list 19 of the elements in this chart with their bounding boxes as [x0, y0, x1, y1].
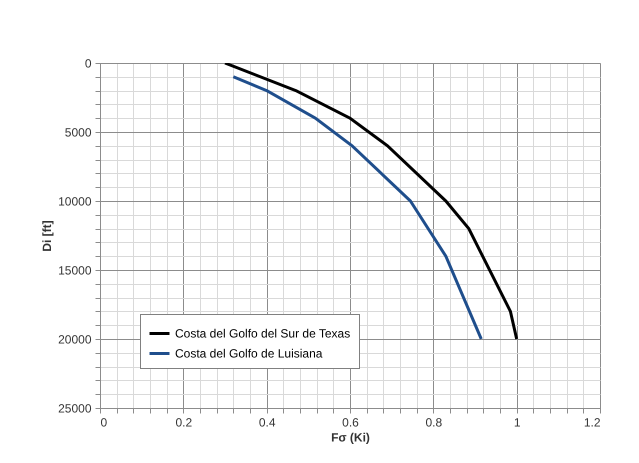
- legend-label: Costa del Golfo de Luisiana: [175, 346, 323, 360]
- legend-label: Costa del Golfo del Sur de Texas: [175, 326, 350, 340]
- line-series: [232, 75, 483, 340]
- x-tick-label: 0.6: [342, 416, 360, 430]
- line-series: [224, 63, 518, 340]
- x-tick-label: 1.2: [584, 416, 601, 430]
- x-tick-label: 0.8: [425, 416, 442, 430]
- y-tick-label: 10000: [58, 194, 92, 208]
- x-tick-label: 0: [100, 416, 108, 430]
- x-tick-label: 1: [514, 416, 521, 430]
- y-tick-label: 25000: [58, 402, 92, 416]
- x-tick-label: 0.2: [175, 416, 192, 430]
- y-tick-label: 20000: [58, 332, 92, 346]
- x-axis-title: Fσ (Ki): [331, 430, 370, 444]
- y-axis-title: Di [ft]: [40, 220, 54, 252]
- y-tick-label: 0: [84, 56, 92, 70]
- y-tick-label: 5000: [64, 126, 92, 140]
- y-tick-label: 15000: [58, 264, 92, 278]
- x-tick-label: 0.4: [258, 416, 276, 430]
